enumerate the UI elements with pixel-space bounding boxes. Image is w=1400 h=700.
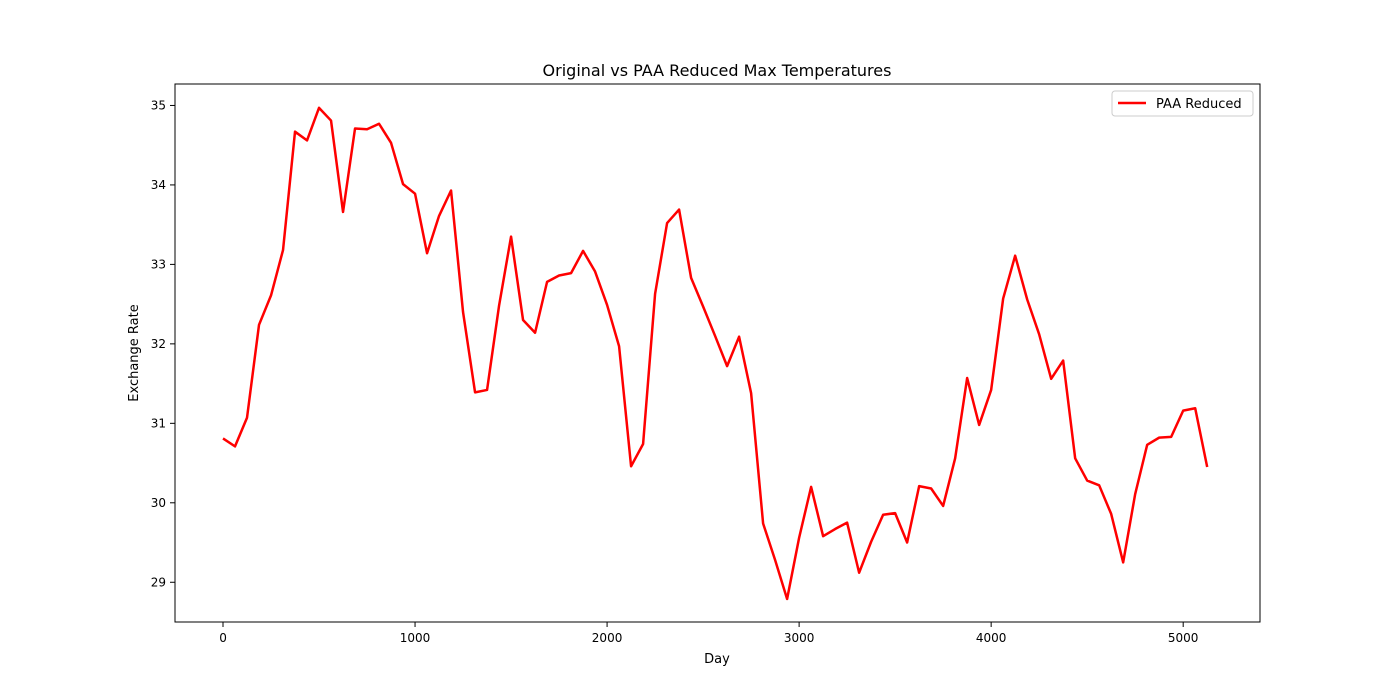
plot-area: [174, 83, 1261, 623]
y-tick-label: 33: [151, 257, 166, 271]
series-layer: [222, 106, 1209, 601]
x-tick-label: 4000: [976, 631, 1007, 645]
x-axis-label: Day: [704, 652, 730, 667]
chart-title: Original vs PAA Reduced Max Temperatures: [543, 61, 892, 80]
x-tick-label: 2000: [592, 631, 623, 645]
x-tick-label: 1000: [400, 631, 431, 645]
y-axis-label: Exchange Rate: [127, 304, 142, 401]
y-tick-label: 29: [151, 575, 166, 589]
y-tick-label: 35: [151, 98, 166, 112]
legend: PAA Reduced: [1111, 90, 1254, 117]
y-tick-label: 32: [151, 337, 166, 351]
y-tick-label: 31: [151, 416, 166, 430]
series-line: [222, 106, 1209, 601]
legend-label: PAA Reduced: [1156, 97, 1242, 112]
y-tick-label: 30: [151, 496, 166, 510]
x-axis: 0 1000 2000 3000 4000 5000: [219, 622, 1198, 645]
x-tick-label: 5000: [1168, 631, 1199, 645]
y-tick-label: 34: [151, 178, 166, 192]
legend-box: [1111, 90, 1254, 117]
x-tick-label: 0: [219, 631, 227, 645]
x-tick-label: 3000: [784, 631, 815, 645]
y-axis: 29 30 31 32 33 34 35: [151, 98, 175, 589]
